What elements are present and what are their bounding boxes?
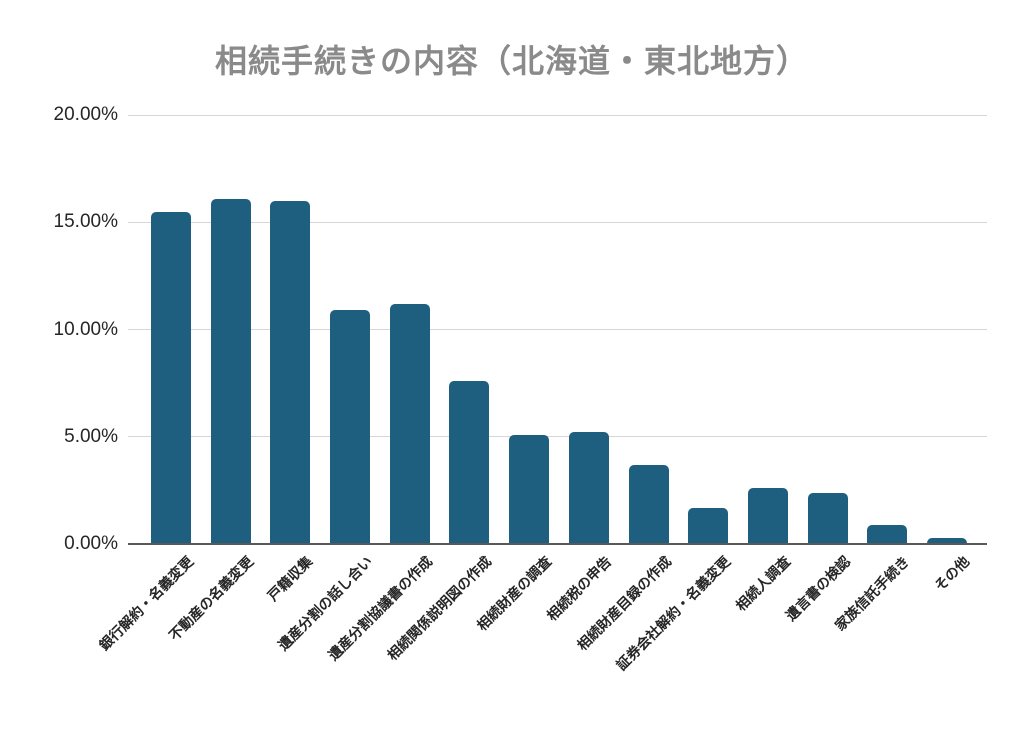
bar-slot xyxy=(260,115,320,544)
bar-slot xyxy=(201,115,261,544)
bar xyxy=(150,211,191,544)
bar-slot xyxy=(917,115,977,544)
bar-slot xyxy=(380,115,440,544)
gridline xyxy=(128,114,987,116)
bar xyxy=(807,492,848,544)
bar xyxy=(270,200,311,544)
bar xyxy=(449,380,490,544)
y-axis-tick-label: 10.00% xyxy=(53,318,118,340)
chart-title: 相続手続きの内容（北海道・東北地方） xyxy=(214,43,809,79)
bar-slot xyxy=(499,115,559,544)
bar xyxy=(330,310,371,544)
bar-slot xyxy=(798,115,858,544)
y-axis-tick-label: 20.00% xyxy=(53,104,118,125)
bar-slot xyxy=(559,115,619,544)
bar xyxy=(568,432,609,544)
gridline xyxy=(128,436,987,438)
bars-row xyxy=(141,115,977,544)
bar xyxy=(210,198,251,544)
bar xyxy=(688,507,729,544)
bar xyxy=(748,488,789,544)
bar xyxy=(509,434,550,544)
y-axis-tick-label: 15.00% xyxy=(53,211,118,233)
bar xyxy=(628,464,669,544)
gridline xyxy=(128,221,987,223)
bar-slot xyxy=(738,115,798,544)
bar-slot xyxy=(440,115,500,544)
bar-slot xyxy=(320,115,380,544)
bar-slot xyxy=(678,115,738,544)
y-axis-tick-label: 5.00% xyxy=(64,425,118,447)
plot-area xyxy=(128,114,987,545)
gridline xyxy=(128,329,987,330)
bar-slot xyxy=(141,115,201,544)
x-axis-line xyxy=(128,543,987,545)
bar xyxy=(927,537,968,544)
y-axis-tick-label: 0.00% xyxy=(64,533,118,554)
bar xyxy=(867,524,908,544)
bar-slot xyxy=(619,115,679,544)
bar xyxy=(389,303,430,544)
bar-slot xyxy=(858,115,918,544)
